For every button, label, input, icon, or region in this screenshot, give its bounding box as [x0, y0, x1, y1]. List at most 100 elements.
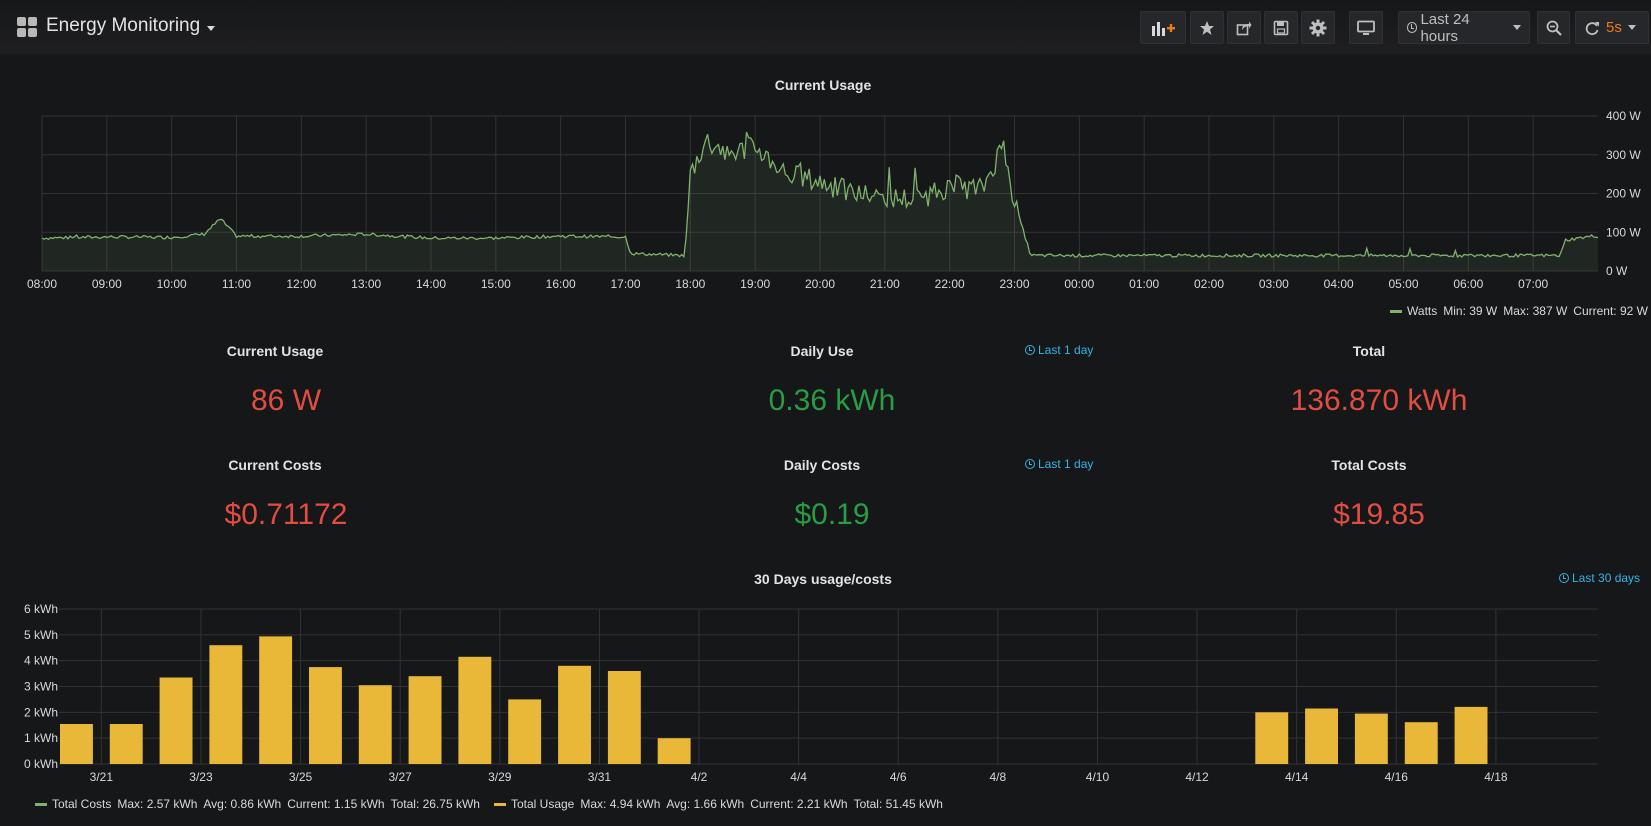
bar-3-24 [259, 636, 293, 764]
time-info-text: Last 30 days [1572, 571, 1641, 585]
total-title[interactable]: Total [1352, 343, 1386, 359]
top-navbar: Energy Monitoring Last 24 hours 5s [0, 0, 1651, 54]
clock-icon [1025, 345, 1035, 355]
star-button[interactable] [1190, 11, 1224, 44]
bar-4-14 [1305, 708, 1338, 764]
current-usage-value: 86 W [250, 384, 322, 417]
x-tick-label: 18:00 [675, 277, 705, 291]
month-graph-legend: Total Costs Max: 2.57 kWh Avg: 0.86 kWh … [35, 797, 943, 811]
clock-icon [1025, 459, 1035, 469]
x-tick-label: 4/16 [1385, 770, 1409, 784]
share-button[interactable] [1227, 11, 1261, 44]
share-icon [1236, 21, 1252, 35]
daily-use-title[interactable]: Daily Use [790, 343, 854, 359]
y-tick-label: 200 W [1606, 187, 1641, 201]
tv-mode-button[interactable] [1349, 11, 1383, 44]
legend-swatch [1390, 309, 1403, 313]
x-tick-label: 07:00 [1518, 277, 1548, 291]
x-tick-label: 4/14 [1285, 770, 1309, 784]
daily-costs-time-info: Last 1 day [1025, 457, 1093, 471]
y-tick-label: 2 kWh [24, 705, 58, 719]
legend-current: Current: 2.21 kWh [750, 797, 848, 811]
legend-series-name[interactable]: Total Costs [52, 797, 112, 811]
x-tick-label: 02:00 [1194, 277, 1224, 291]
x-tick-label: 21:00 [870, 277, 900, 291]
bar-4-17 [1454, 706, 1488, 764]
time-info-text: Last 1 day [1038, 457, 1094, 471]
legend-current: Current: 92 W [1573, 304, 1648, 318]
x-tick-label: 4/10 [1086, 770, 1110, 784]
legend-series-name[interactable]: Watts [1407, 304, 1438, 318]
y-tick-label: 100 W [1606, 225, 1641, 239]
current-costs-title[interactable]: Current Costs [228, 457, 322, 473]
refresh-button[interactable]: 5s [1575, 11, 1649, 44]
usage-graph-title[interactable]: Current Usage [774, 77, 872, 93]
bar-3-30 [558, 665, 591, 764]
chevron-down-icon [1513, 25, 1521, 30]
y-tick-label: 0 W [1606, 264, 1628, 278]
month-time-info: Last 30 days [1559, 571, 1640, 585]
bar-3-27 [408, 676, 442, 764]
y-tick-label: 4 kWh [24, 654, 58, 668]
bar-3-29 [508, 699, 542, 764]
usage-graph[interactable]: 0 W 100 W 200 W 300 W 400 W 08:00 09:00 10:00 11… [0, 100, 1651, 300]
time-info-text: Last 1 day [1038, 343, 1094, 357]
star-icon [1200, 20, 1214, 35]
x-tick-label: 12:00 [286, 277, 316, 291]
bar-3-25 [309, 667, 342, 764]
x-tick-label: 17:00 [610, 277, 640, 291]
save-button[interactable] [1264, 11, 1298, 44]
bar-4-15 [1354, 713, 1388, 764]
zoom-out-button[interactable] [1537, 11, 1570, 44]
bar-3-31 [607, 671, 641, 764]
dashboard-title[interactable]: Energy Monitoring [46, 15, 216, 37]
legend-max: Max: 387 W [1503, 304, 1568, 318]
settings-button[interactable] [1301, 11, 1335, 44]
y-tick-label: 6 kWh [24, 602, 58, 616]
x-tick-label: 4/4 [790, 770, 807, 784]
x-tick-label: 01:00 [1129, 277, 1159, 291]
gear-icon [1309, 19, 1327, 36]
legend-swatch [35, 802, 47, 806]
legend-avg: Avg: 0.86 kWh [203, 797, 282, 811]
refresh-interval-label[interactable]: 5s [1606, 19, 1622, 36]
x-tick-label: 14:00 [416, 277, 446, 291]
daily-use-time-info: Last 1 day [1025, 343, 1093, 357]
legend-series-name[interactable]: Total Usage [510, 797, 575, 811]
x-tick-label: 16:00 [546, 277, 576, 291]
month-graph-title[interactable]: 30 Days usage/costs [754, 571, 892, 587]
series-line-watts [41, 131, 1599, 259]
daily-costs-title[interactable]: Daily Costs [783, 457, 861, 473]
x-tick-label: 05:00 [1388, 277, 1418, 291]
y-tick-label: 400 W [1606, 109, 1641, 123]
total-costs-title[interactable]: Total Costs [1331, 457, 1407, 473]
x-tick-label: 10:00 [157, 277, 187, 291]
x-tick-label: 3/25 [289, 770, 313, 784]
bar-3-26 [358, 685, 392, 764]
chevron-down-icon [1627, 25, 1636, 30]
y-tick-label: 0 kWh [24, 757, 58, 771]
dashboard-title-text: Energy Monitoring [46, 15, 201, 36]
y-tick-label: 1 kWh [24, 731, 58, 745]
legend-current: Current: 1.15 kWh [287, 797, 385, 811]
add-panel-button[interactable] [1140, 11, 1186, 44]
x-tick-label: 4/2 [691, 770, 708, 784]
x-tick-label: 3/29 [488, 770, 512, 784]
time-range-picker[interactable]: Last 24 hours [1398, 11, 1530, 45]
chevron-down-icon [207, 25, 216, 31]
x-tick-label: 4/8 [989, 770, 1006, 784]
x-tick-label: 04:00 [1324, 277, 1354, 291]
current-usage-title[interactable]: Current Usage [226, 343, 324, 359]
y-tick-label: 300 W [1606, 148, 1641, 162]
x-tick-label: 00:00 [1064, 277, 1094, 291]
x-tick-label: 3/23 [189, 770, 213, 784]
bar-3-20 [60, 724, 93, 764]
refresh-icon [1585, 21, 1599, 35]
y-tick-label: 5 kWh [24, 628, 58, 642]
x-tick-label: 4/6 [890, 770, 907, 784]
y-tick-label: 3 kWh [24, 680, 58, 694]
month-bar-chart[interactable]: 0 kWh 1 kWh 2 kWh 3 kWh 4 kWh 5 kWh 6 kWh 3/21 3… [0, 598, 1651, 796]
series-area-watts [42, 132, 1598, 271]
x-tick-label: 11:00 [222, 277, 251, 291]
dashboard-grid-icon[interactable] [17, 17, 37, 37]
